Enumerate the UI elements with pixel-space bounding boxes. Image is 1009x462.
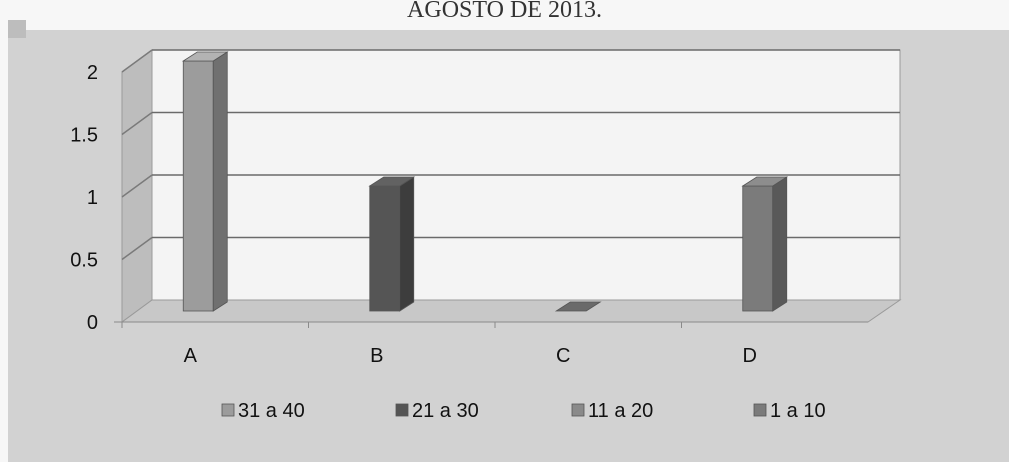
legend-swatch [753, 403, 767, 417]
bar-top [741, 176, 789, 187]
legend-label: 1 a 10 [770, 400, 826, 422]
bar [369, 185, 401, 312]
chart-title: AGOSTO DE 2013. [0, 0, 1009, 30]
y-tick-label: 0.5 [70, 250, 98, 272]
chart-title-text: AGOSTO DE 2013. [407, 0, 602, 23]
y-tick-label: 1 [87, 187, 98, 209]
x-tick-label: A [184, 345, 198, 367]
bar-side [772, 176, 788, 312]
legend-swatch [571, 403, 585, 417]
x-tick-label: B [370, 345, 383, 367]
x-tick-label: C [556, 345, 570, 367]
y-tick-label: 1.5 [70, 125, 98, 147]
gridline-side [121, 174, 153, 198]
y-tick-label: 2 [87, 62, 98, 84]
gridline-side [121, 236, 153, 261]
legend-swatch [395, 403, 409, 417]
frame-corner-marker [8, 20, 26, 38]
bar-side [399, 176, 415, 312]
bar [182, 60, 214, 312]
gridline-side [121, 111, 153, 136]
legend-label: 31 a 40 [238, 400, 305, 422]
legend-label: 11 a 20 [588, 400, 653, 422]
bar-top [368, 176, 416, 187]
x-tick-label: D [743, 345, 757, 367]
legend-label: 21 a 30 [412, 400, 479, 422]
bar-top [181, 51, 229, 62]
bar-zero [554, 301, 602, 312]
bar-side [212, 51, 228, 312]
legend-swatch [221, 403, 235, 417]
y-tick-label: 0 [87, 312, 98, 334]
gridline-side [121, 49, 153, 73]
bar [742, 185, 774, 312]
